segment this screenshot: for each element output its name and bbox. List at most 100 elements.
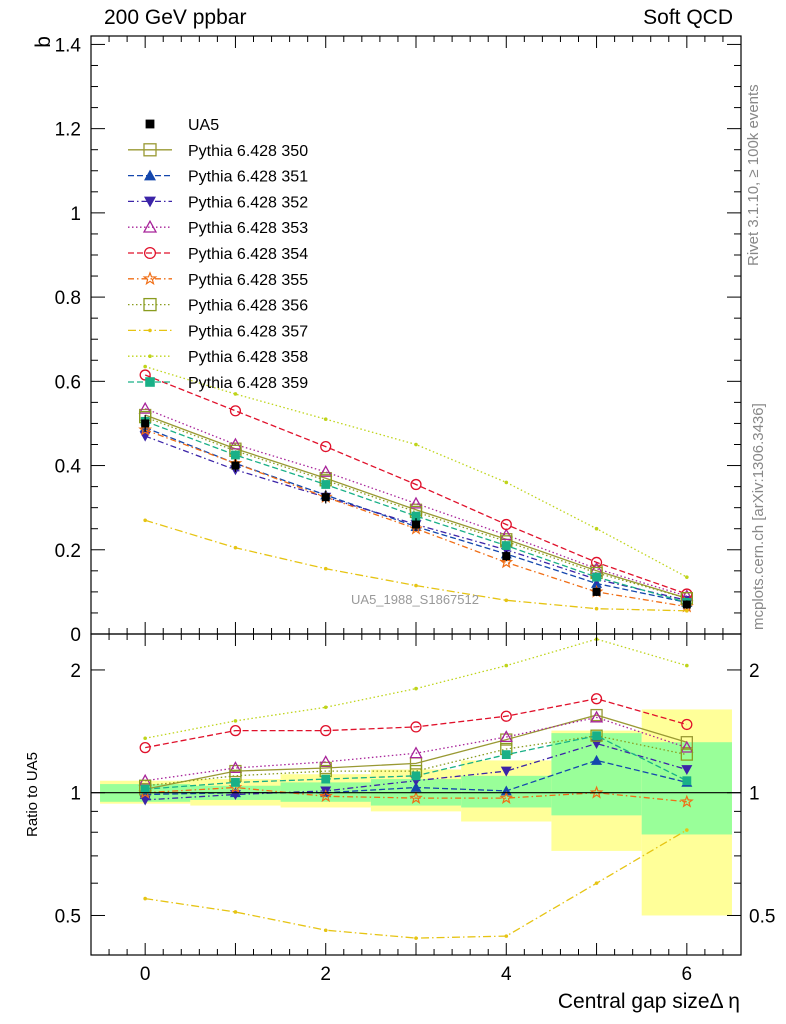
x-tick-label-1: 2: [320, 964, 331, 985]
legend-entry-4: Pythia 6.428 354: [128, 246, 308, 263]
series-layer: [138, 364, 694, 940]
main-point-series-3-2: [319, 465, 333, 477]
main-point-series-2-0: [139, 431, 151, 442]
main-y-tick-label-5: 1: [70, 204, 81, 225]
legend-entry-8: Pythia 6.428 358: [128, 349, 308, 366]
ratio-point-series-2-6: [681, 765, 693, 776]
series-7: [143, 518, 689, 940]
main-y-tick-label-1: 0.2: [55, 541, 81, 562]
main-point-series-4-3: [410, 478, 422, 491]
x-axis-label: Central gap sizeΔ η: [558, 990, 740, 1013]
legend-marker-5: [142, 271, 158, 286]
legend-label-8: Pythia 6.428 358: [188, 349, 308, 366]
legend-marker-8: [148, 354, 152, 359]
legend: UA5 Pythia 6.428 350 Pythia 6.428 351 Pythi…: [128, 117, 308, 392]
ratio-point-series-4-1: [229, 725, 242, 737]
main-point-series-8-5: [594, 526, 599, 531]
plot-title-left: 200 GeV ppbar: [104, 6, 247, 29]
ratio-point-series-8-0: [143, 736, 147, 741]
ratio-y-axis-label: Ratio to UA5: [24, 752, 41, 837]
main-point-series-7-3: [414, 583, 418, 588]
ratio-point-series-7-3: [414, 936, 418, 940]
legend-label-9: Pythia 6.428 359: [188, 375, 308, 392]
legend-marker-0: [143, 143, 157, 157]
ratio-point-series-9-0: [140, 784, 150, 794]
series-4: [139, 369, 693, 754]
main-y-tick-label-4: 0.8: [55, 288, 81, 309]
ratio-point-series-4-4: [500, 710, 512, 722]
main-y-tick-label-7: 1.4: [55, 35, 82, 56]
legend-entry-5: Pythia 6.428 355: [128, 271, 308, 289]
ratio-y-tick-label-right-2: 2: [749, 661, 760, 682]
main-point-series-8-2: [323, 417, 328, 422]
ratio-point-series-9-4: [501, 750, 511, 760]
main-point-series-4-2: [320, 440, 332, 453]
ratio-point-series-3-3: [409, 746, 423, 759]
ratio-y-tick-label-left-0: 0.5: [55, 906, 81, 927]
main-point-series-3-4: [499, 528, 513, 541]
legend-marker-9: [145, 377, 155, 387]
main-point-series-7-6: [685, 609, 689, 613]
main-point-series-9-4: [501, 541, 511, 550]
legend-label-7: Pythia 6.428 357: [188, 323, 308, 340]
ratio-point-series-3-1: [228, 761, 243, 774]
main-point-series-8-1: [233, 392, 238, 396]
ratio-point-series-7-1: [233, 910, 238, 914]
ratio-point-series-4-6: [681, 718, 693, 731]
band-inner-bin-6: [641, 742, 732, 835]
main-point-series-3-1: [228, 437, 243, 450]
ratio-point-series-4-0: [139, 742, 151, 754]
axes-layer: 0 2 4 6 0 0.2 0.4 0.6 0.8 1 1.2 1.4 0.5 0.5 1 1 2 2: [55, 35, 775, 985]
ratio-y-tick-label-left-1: 1: [70, 784, 81, 805]
ratio-point-series-8-3: [414, 686, 418, 691]
ratio-point-series-9-2: [321, 774, 331, 784]
main-point-series-5-4: [499, 555, 514, 569]
legend-label-ua5: UA5: [188, 117, 219, 134]
main-point-series-5-0: [138, 422, 153, 436]
main-y-tick-label-3: 0.6: [55, 372, 81, 393]
series-3: [138, 401, 694, 786]
ratio-point-series-0-4: [500, 733, 513, 746]
legend-label-5: Pythia 6.428 355: [188, 272, 308, 289]
legend-label-6: Pythia 6.428 356: [188, 298, 308, 315]
main-point-series-4-4: [500, 518, 512, 531]
ratio-line-series-0: [145, 714, 687, 790]
ratio-point-series-9-1: [231, 777, 240, 787]
legend-entry-0: Pythia 6.428 350: [128, 143, 308, 160]
ratio-point-series-6-5: [590, 729, 603, 742]
ratio-point-series-4-3: [410, 721, 422, 733]
legend-entry-6: Pythia 6.428 356: [128, 298, 308, 315]
legend-entry-1: Pythia 6.428 351: [128, 169, 308, 186]
main-y-tick-label-6: 1.2: [55, 120, 81, 141]
legend-label-0: Pythia 6.428 350: [188, 143, 308, 160]
main-point-series-8-4: [504, 480, 509, 485]
ratio-point-series-9-5: [592, 731, 601, 741]
main-point-series-4-1: [229, 405, 242, 417]
ua5-point-2: [321, 493, 330, 502]
ratio-point-series-3-2: [319, 755, 333, 767]
ratio-y-tick-label-left-2: 2: [70, 661, 81, 682]
ratio-line-series-4: [145, 698, 687, 749]
legend-marker-4: [143, 246, 157, 260]
ratio-point-series-1-3: [410, 781, 422, 792]
main-point-series-7-1: [233, 545, 238, 550]
ratio-point-series-7-4: [504, 934, 509, 938]
legend-entry-7: Pythia 6.428 357: [128, 323, 308, 340]
series-8: [143, 364, 689, 741]
main-point-series-9-2: [321, 480, 331, 489]
main-point-series-9-3: [411, 511, 421, 521]
main-point-series-7-2: [323, 566, 328, 571]
main-point-series-7-5: [594, 606, 599, 611]
legend-marker-6: [143, 297, 157, 312]
ua5-point-6: [682, 600, 691, 609]
ratio-point-series-1-5: [591, 754, 603, 765]
ua5-point-1: [231, 461, 240, 470]
ratio-point-series-9-3: [411, 771, 421, 781]
main-y-axis-label: b: [32, 36, 55, 48]
legend-label-3: Pythia 6.428 353: [188, 220, 308, 237]
main-point-series-8-6: [685, 575, 689, 579]
main-point-series-4-0: [139, 369, 151, 381]
x-tick-label-0: 0: [140, 964, 151, 985]
ratio-point-series-7-6: [685, 828, 689, 832]
